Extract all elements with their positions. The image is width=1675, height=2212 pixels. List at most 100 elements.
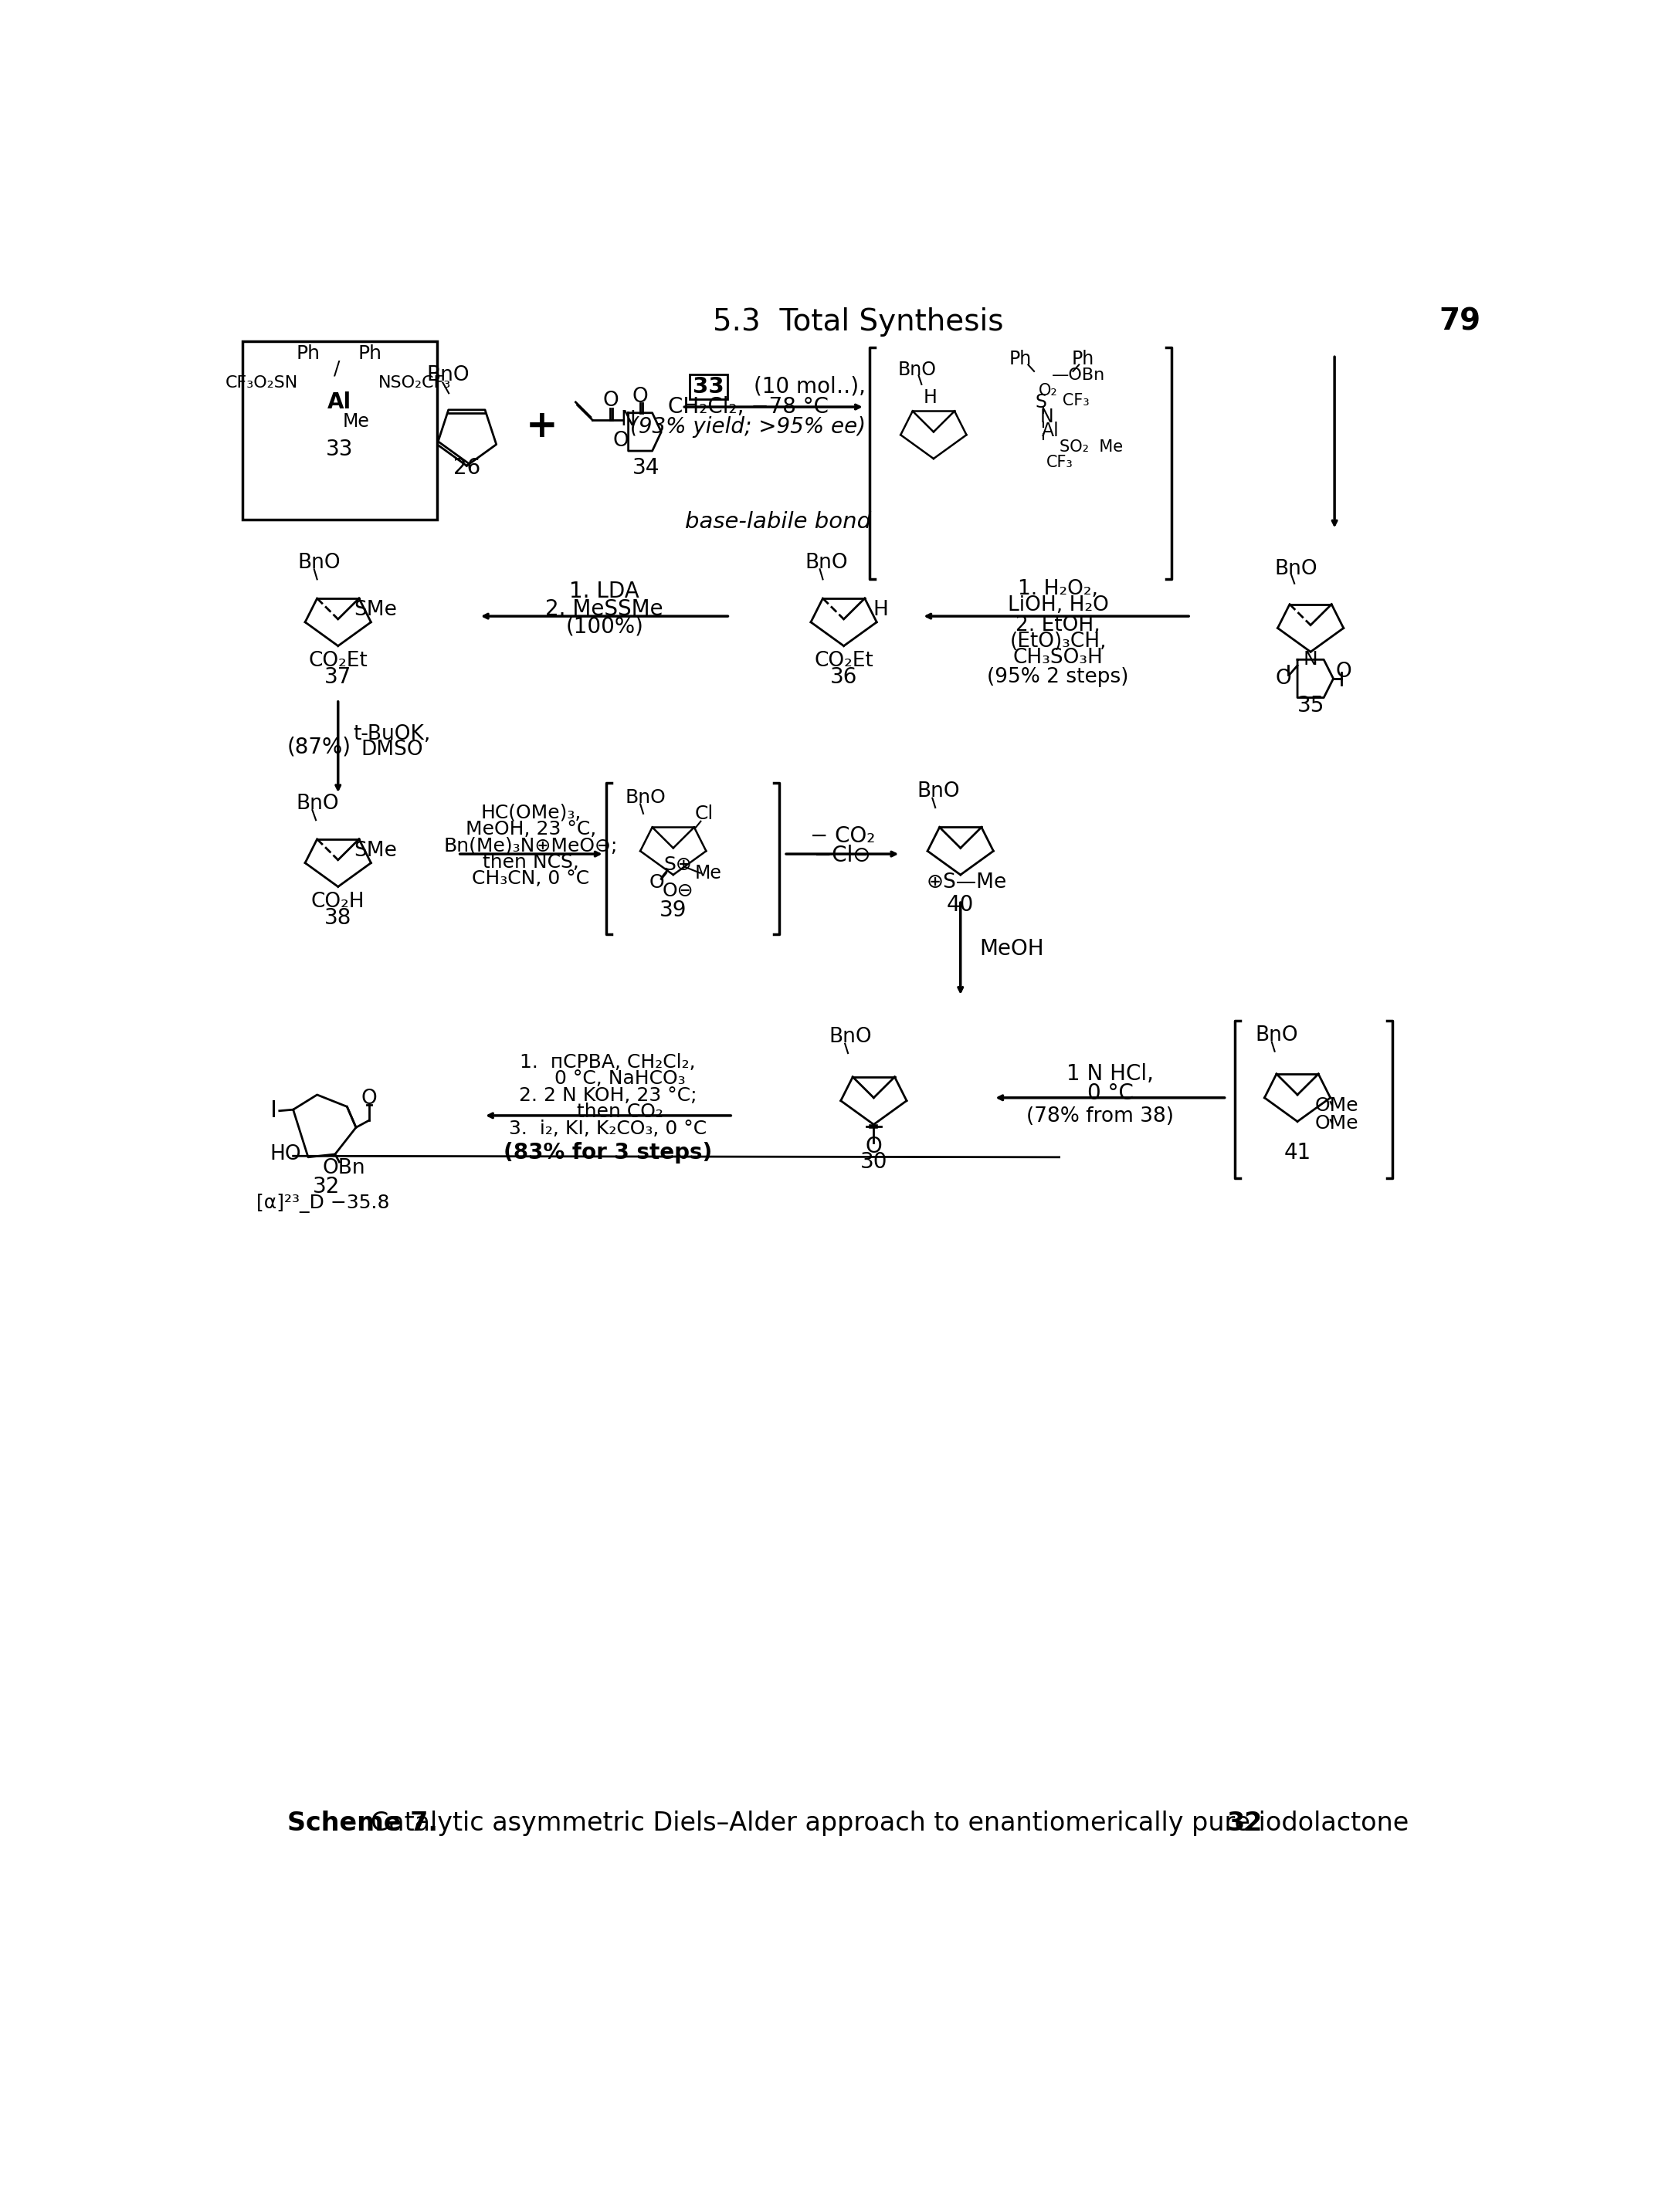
- Text: CO₂Et: CO₂Et: [308, 650, 368, 670]
- Text: BnO: BnO: [898, 361, 936, 378]
- Text: CF₃: CF₃: [1047, 394, 1089, 409]
- Text: then NCS,: then NCS,: [482, 854, 580, 872]
- Text: 0 °C: 0 °C: [1087, 1082, 1134, 1104]
- Text: N: N: [621, 409, 636, 429]
- Text: 41: 41: [1283, 1141, 1312, 1164]
- Text: 2. EtOH,: 2. EtOH,: [1015, 615, 1100, 635]
- FancyBboxPatch shape: [243, 341, 437, 520]
- Text: (100%): (100%): [566, 617, 643, 637]
- Text: Ph: Ph: [1072, 349, 1094, 369]
- Text: OMe: OMe: [1315, 1097, 1358, 1115]
- Text: 40: 40: [946, 894, 975, 916]
- Text: 79: 79: [1439, 307, 1481, 336]
- Text: O: O: [613, 431, 630, 451]
- Text: Bn(Me)₃N⊕MeO⊖;: Bn(Me)₃N⊕MeO⊖;: [444, 836, 618, 854]
- Text: BnO: BnO: [1275, 560, 1318, 580]
- Text: (83% for 3 steps): (83% for 3 steps): [504, 1141, 712, 1164]
- Text: t-BuOK,: t-BuOK,: [353, 723, 430, 743]
- Text: (10 mol‥),: (10 mol‥),: [754, 376, 866, 398]
- Text: BnO: BnO: [806, 553, 848, 573]
- Text: Ph: Ph: [358, 345, 382, 363]
- Text: Cl: Cl: [695, 805, 714, 823]
- Text: Scheme 7.: Scheme 7.: [286, 1809, 437, 1836]
- Text: H: H: [923, 387, 938, 407]
- Text: O: O: [362, 1088, 377, 1108]
- Text: 1. LDA: 1. LDA: [570, 580, 640, 602]
- Text: CH₃CN, 0 °C: CH₃CN, 0 °C: [472, 869, 590, 889]
- Text: 30: 30: [859, 1150, 888, 1172]
- Text: CH₂Cl₂, −78 °C: CH₂Cl₂, −78 °C: [668, 396, 829, 418]
- Text: BnO: BnO: [916, 781, 960, 801]
- Text: Al: Al: [327, 392, 352, 414]
- Text: (95% 2 steps): (95% 2 steps): [987, 666, 1129, 688]
- Text: (93% yield; >95% ee): (93% yield; >95% ee): [630, 416, 866, 438]
- Text: BnO: BnO: [625, 787, 667, 807]
- Text: SO₂  Me: SO₂ Me: [1059, 438, 1122, 453]
- Text: O: O: [866, 1135, 883, 1157]
- Text: LiOH, H₂O: LiOH, H₂O: [1007, 595, 1109, 615]
- Text: base-labile bond: base-labile bond: [685, 511, 871, 533]
- Text: BnO: BnO: [1256, 1026, 1298, 1046]
- Text: 38: 38: [325, 907, 352, 929]
- Text: CO₂Et: CO₂Et: [814, 650, 873, 670]
- Text: O: O: [1335, 661, 1352, 681]
- Text: CH₃SO₃H: CH₃SO₃H: [1013, 648, 1104, 668]
- Text: Al: Al: [1042, 422, 1059, 440]
- Text: 35: 35: [1296, 695, 1325, 717]
- Text: O: O: [631, 387, 648, 407]
- Text: CF₃O₂SN: CF₃O₂SN: [224, 376, 298, 392]
- Text: /: /: [333, 358, 340, 378]
- Text: OMe: OMe: [1315, 1115, 1358, 1133]
- Text: ⊕S—Me: ⊕S—Me: [926, 872, 1007, 894]
- Text: .: .: [1241, 1809, 1250, 1836]
- Text: CO₂H: CO₂H: [312, 891, 365, 911]
- FancyBboxPatch shape: [690, 374, 727, 398]
- Text: Me: Me: [695, 863, 722, 883]
- Text: S: S: [1035, 394, 1047, 411]
- Text: 3.  i₂, KI, K₂CO₃, 0 °C: 3. i₂, KI, K₂CO₃, 0 °C: [509, 1119, 707, 1137]
- Text: N: N: [1040, 407, 1054, 427]
- Text: 1.  пCPBA, CH₂Cl₂,: 1. пCPBA, CH₂Cl₂,: [519, 1053, 695, 1071]
- Text: O: O: [1276, 668, 1291, 688]
- Text: O: O: [648, 874, 663, 891]
- Text: O₂: O₂: [1038, 383, 1057, 398]
- Text: MeOH: MeOH: [980, 938, 1044, 960]
- Text: CF₃: CF₃: [1047, 456, 1074, 471]
- Text: 2. 2 N KOH, 23 °C;: 2. 2 N KOH, 23 °C;: [519, 1086, 697, 1104]
- Text: Me: Me: [343, 411, 370, 431]
- Text: 34: 34: [633, 456, 660, 478]
- Text: 0 °C, NaHCO₃: 0 °C, NaHCO₃: [529, 1068, 685, 1088]
- Text: BnO: BnO: [829, 1026, 871, 1046]
- Text: —OBn: —OBn: [1052, 367, 1106, 383]
- Text: then CO₂: then CO₂: [553, 1104, 663, 1121]
- Text: 37: 37: [325, 666, 352, 688]
- Text: BnO: BnO: [296, 794, 338, 814]
- Text: 33: 33: [693, 376, 724, 398]
- Text: 32: 32: [313, 1177, 340, 1197]
- Text: 33: 33: [325, 438, 353, 460]
- Text: DMSO: DMSO: [360, 741, 424, 761]
- Text: H: H: [873, 599, 888, 619]
- Text: Catalytic asymmetric Diels–Alder approach to enantiomerically pure iodolactone: Catalytic asymmetric Diels–Alder approac…: [370, 1809, 1417, 1836]
- Text: N: N: [1303, 650, 1318, 668]
- Text: [α]²³_D −35.8: [α]²³_D −35.8: [256, 1194, 390, 1212]
- Text: I: I: [270, 1099, 276, 1121]
- Text: O: O: [603, 392, 618, 411]
- Text: MeOH, 23 °C,: MeOH, 23 °C,: [466, 821, 596, 838]
- Text: 5.3  Total Synthesis: 5.3 Total Synthesis: [714, 307, 1003, 336]
- Text: HO: HO: [270, 1144, 302, 1164]
- Text: NSO₂CF₃: NSO₂CF₃: [379, 376, 451, 392]
- Text: 1. H₂O₂,: 1. H₂O₂,: [1018, 580, 1099, 599]
- Text: SMe: SMe: [353, 599, 397, 619]
- Text: Ph: Ph: [296, 345, 320, 363]
- Text: 26: 26: [454, 456, 481, 478]
- Text: (87%): (87%): [286, 737, 352, 759]
- Text: 1 N HCl,: 1 N HCl,: [1067, 1064, 1154, 1084]
- Text: OBn: OBn: [323, 1157, 365, 1179]
- Text: 39: 39: [660, 900, 687, 920]
- Text: SMe: SMe: [353, 841, 397, 860]
- Text: (78% from 38): (78% from 38): [1027, 1106, 1174, 1126]
- Text: −Cl⊖: −Cl⊖: [814, 845, 871, 867]
- Text: BnO: BnO: [298, 553, 342, 573]
- Text: +: +: [526, 407, 558, 445]
